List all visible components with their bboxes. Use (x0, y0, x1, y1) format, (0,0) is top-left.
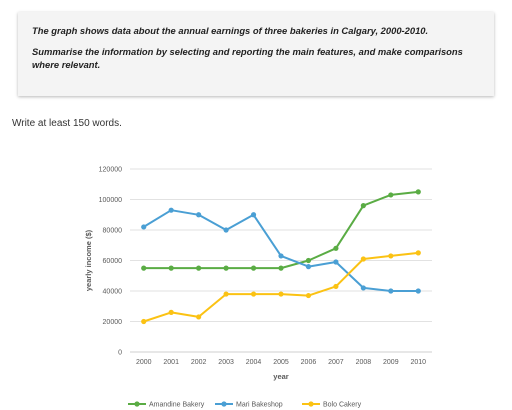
y-tick-label: 120000 (99, 167, 122, 174)
data-point-amandine-bakery (250, 265, 257, 271)
x-tick-label: 2002 (191, 359, 207, 366)
legend-marker-amandine-bakery (134, 401, 140, 407)
data-point-amandine-bakery (223, 265, 229, 271)
x-tick-label: 2008 (356, 359, 372, 366)
data-point-amandine-bakery (360, 203, 366, 209)
y-tick-label: 80000 (103, 228, 123, 235)
data-point-mari-bakeshop (305, 264, 312, 270)
data-point-bolo-cakery (278, 291, 284, 297)
word-count-instruction: Write at least 150 words. (12, 118, 122, 129)
data-point-bolo-cakery (223, 291, 229, 297)
data-point-bolo-cakery (333, 283, 339, 290)
chart-series (141, 189, 421, 325)
data-point-amandine-bakery (333, 245, 339, 251)
y-tick-label: 100000 (99, 197, 122, 204)
task-prompt-box: The graph shows data about the annual ea… (18, 12, 494, 96)
x-tick-label: 2005 (273, 359, 289, 366)
data-point-bolo-cakery (168, 309, 174, 315)
x-tick-label: 2006 (301, 359, 317, 366)
x-axis-title: year (273, 372, 289, 381)
data-point-bolo-cakery (141, 318, 147, 325)
data-point-bolo-cakery (305, 292, 312, 299)
data-point-mari-bakeshop (278, 253, 284, 259)
data-point-amandine-bakery (305, 257, 312, 264)
data-point-amandine-bakery (141, 265, 147, 271)
x-tick-label: 2010 (410, 359, 426, 366)
data-point-bolo-cakery (360, 256, 366, 262)
legend-label-mari-bakeshop: Mari Bakeshop (236, 402, 283, 409)
data-point-mari-bakeshop (415, 288, 421, 294)
chart-legend: Amandine Bakery Mari Bakeshop Bolo Cakery (128, 401, 362, 409)
y-tick-label: 0 (118, 350, 122, 357)
data-point-mari-bakeshop (168, 207, 174, 213)
data-point-amandine-bakery (415, 189, 421, 195)
data-point-mari-bakeshop (196, 212, 202, 218)
data-point-bolo-cakery (196, 314, 202, 320)
data-point-bolo-cakery (250, 291, 257, 297)
task-instruction: Summarise the information by selecting a… (32, 46, 463, 70)
legend-label-bolo-cakery: Bolo Cakery (323, 402, 362, 409)
x-tick-labels: 2000 2001 2002 2003 2004 2005 2006 2007 2008 2009… (136, 359, 426, 366)
x-tick-label: 2004 (246, 359, 262, 366)
y-tick-label: 20000 (103, 319, 123, 326)
data-point-amandine-bakery (196, 265, 202, 271)
x-tick-label: 2007 (328, 359, 344, 366)
data-point-amandine-bakery (168, 265, 174, 271)
y-tick-labels: 0 20000 40000 60000 80000 100000 120000 (99, 167, 122, 357)
x-tick-label: 2009 (383, 359, 399, 366)
legend-marker-bolo-cakery (308, 401, 314, 407)
data-point-bolo-cakery (388, 253, 394, 259)
data-point-mari-bakeshop (250, 212, 257, 218)
data-point-bolo-cakery (415, 250, 421, 256)
data-point-mari-bakeshop (141, 224, 147, 230)
x-tick-label: 2000 (136, 359, 152, 366)
y-tick-label: 40000 (103, 289, 123, 296)
legend-label-amandine-bakery: Amandine Bakery (149, 402, 205, 409)
data-point-mari-bakeshop (360, 285, 366, 291)
series-line-bolo-cakery (142, 251, 420, 323)
data-point-mari-bakeshop (223, 227, 229, 233)
y-axis-title: yearly income ($) (84, 229, 93, 291)
data-point-amandine-bakery (278, 265, 284, 271)
x-tick-label: 2001 (163, 359, 179, 366)
data-point-mari-bakeshop (333, 259, 339, 265)
x-tick-label: 2003 (218, 359, 234, 366)
legend-marker-mari-bakeshop (221, 401, 227, 407)
series-line-mari-bakeshop (142, 209, 420, 292)
data-point-mari-bakeshop (388, 288, 394, 294)
y-tick-label: 60000 (103, 258, 123, 265)
task-prompt: The graph shows data about the annual ea… (32, 25, 429, 36)
data-point-amandine-bakery (388, 192, 394, 198)
